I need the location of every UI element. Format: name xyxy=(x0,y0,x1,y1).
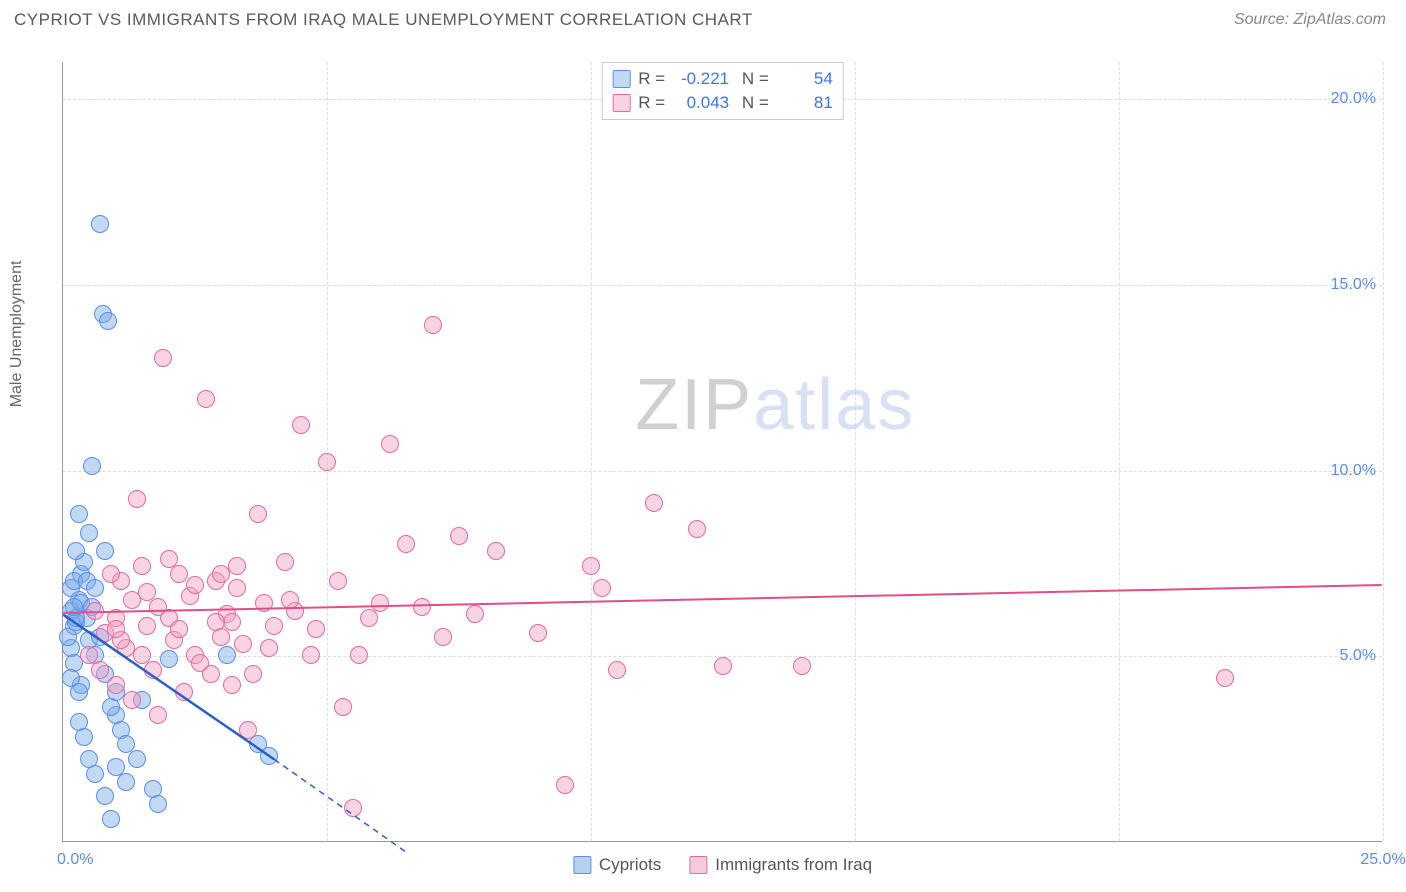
y-axis-label: Male Unemployment xyxy=(8,261,26,408)
legend-swatch xyxy=(689,856,707,874)
legend-swatch xyxy=(573,856,591,874)
r-value-cypriots: -0.221 xyxy=(673,69,729,89)
source-attribution: Source: ZipAtlas.com xyxy=(1234,11,1386,29)
legend-row-cypriots: R = -0.221 N = 54 xyxy=(612,67,833,91)
legend-item-cypriots: Cypriots xyxy=(573,855,661,875)
legend-row-iraq: R = 0.043 N = 81 xyxy=(612,91,833,115)
swatch-cypriots xyxy=(612,70,630,88)
origin-tick: 0.0% xyxy=(57,851,93,869)
r-value-iraq: 0.043 xyxy=(673,93,729,113)
swatch-iraq xyxy=(612,94,630,112)
series-legend: Cypriots Immigrants from Iraq xyxy=(573,855,872,875)
legend-label: Cypriots xyxy=(599,855,661,875)
chart-area: Male Unemployment ZIPatlas R = -0.221 N … xyxy=(14,40,1392,892)
x-gridline xyxy=(1383,62,1384,841)
chart-title: CYPRIOT VS IMMIGRANTS FROM IRAQ MALE UNE… xyxy=(14,10,753,30)
n-value-cypriots: 54 xyxy=(777,69,833,89)
correlation-legend: R = -0.221 N = 54 R = 0.043 N = 81 xyxy=(601,62,844,120)
scatter-plot: ZIPatlas R = -0.221 N = 54 R = 0.043 N =… xyxy=(62,62,1382,842)
legend-item-iraq: Immigrants from Iraq xyxy=(689,855,872,875)
n-value-iraq: 81 xyxy=(777,93,833,113)
legend-label: Immigrants from Iraq xyxy=(715,855,872,875)
trend-lines xyxy=(63,62,1382,841)
header-bar: CYPRIOT VS IMMIGRANTS FROM IRAQ MALE UNE… xyxy=(0,0,1406,36)
x-tick-label: 25.0% xyxy=(1360,851,1405,869)
